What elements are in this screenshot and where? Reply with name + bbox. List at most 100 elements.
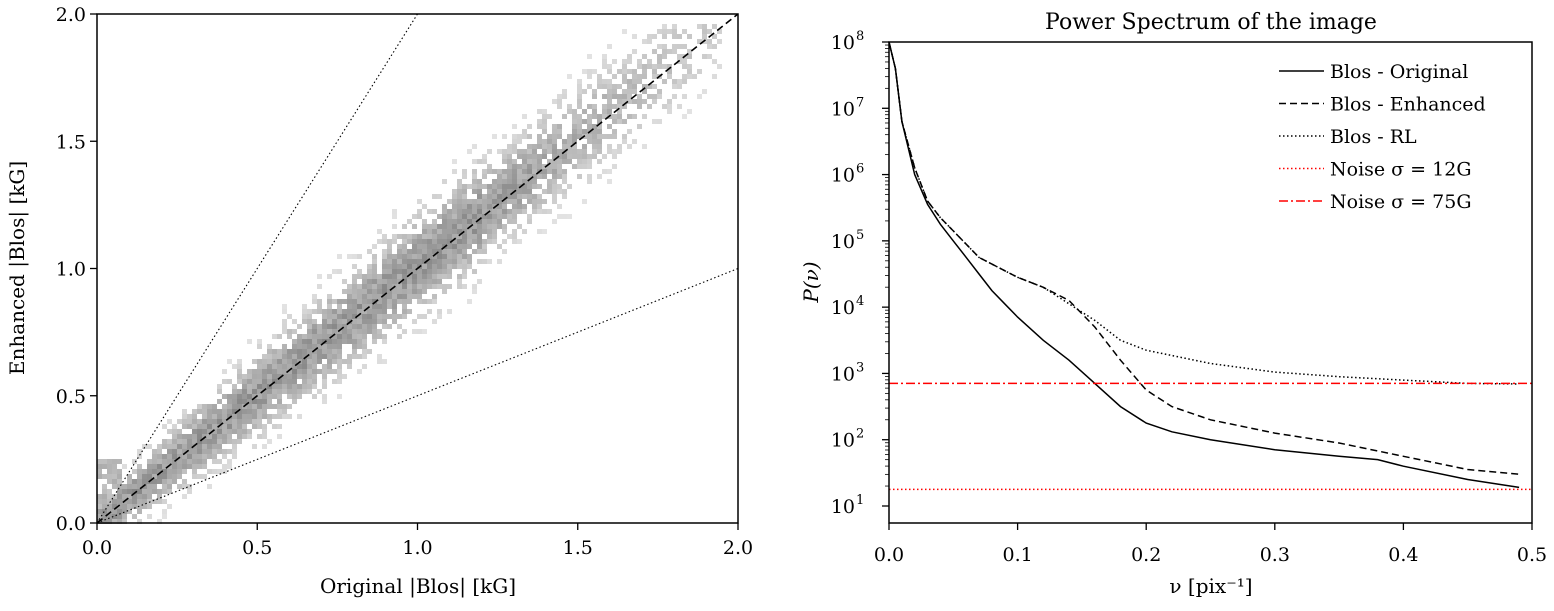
- density-cell: [197, 444, 202, 449]
- density-cell: [547, 149, 552, 154]
- density-cell: [587, 69, 592, 74]
- density-cell: [157, 499, 162, 504]
- density-cell: [167, 439, 172, 444]
- density-cell: [232, 409, 237, 414]
- density-cell: [407, 254, 412, 259]
- density-cell: [227, 394, 232, 399]
- density-cell: [352, 309, 357, 314]
- density-cell: [362, 289, 367, 294]
- density-cell: [207, 404, 212, 409]
- density-cell: [187, 424, 192, 429]
- density-cell: [477, 224, 482, 229]
- density-cell: [247, 419, 252, 424]
- density-cell: [502, 184, 507, 189]
- density-cell: [397, 314, 402, 319]
- density-cell: [287, 369, 292, 374]
- density-cell: [467, 199, 472, 204]
- density-cell: [262, 379, 267, 384]
- density-cell: [142, 504, 147, 509]
- density-cell: [127, 479, 132, 484]
- density-cell: [357, 299, 362, 304]
- density-cell: [532, 169, 537, 174]
- density-cell: [402, 304, 407, 309]
- density-cell: [582, 149, 587, 154]
- density-cell: [392, 264, 397, 269]
- density-cell: [447, 249, 452, 254]
- density-cell: [592, 144, 597, 149]
- density-cell: [572, 129, 577, 134]
- density-cell: [467, 234, 472, 239]
- density-cell: [257, 414, 262, 419]
- density-cell: [412, 214, 417, 219]
- density-cell: [482, 214, 487, 219]
- density-cell: [427, 239, 432, 244]
- density-cell: [427, 254, 432, 259]
- density-cell: [472, 204, 477, 209]
- density-cell: [497, 244, 502, 249]
- density-cell: [477, 189, 482, 194]
- density-cell: [552, 169, 557, 174]
- density-cell: [452, 209, 457, 214]
- density-cell: [382, 324, 387, 329]
- density-cell: [342, 374, 347, 379]
- density-cell: [147, 504, 152, 509]
- density-cell: [347, 309, 352, 314]
- density-cell: [647, 34, 652, 39]
- density-cell: [532, 199, 537, 204]
- density-cell: [182, 454, 187, 459]
- left-y-ticks: 0.00.51.01.52.0: [56, 4, 97, 535]
- density-cell: [182, 434, 187, 439]
- density-cell: [507, 194, 512, 199]
- density-cell: [197, 449, 202, 454]
- density-cell: [672, 44, 677, 49]
- density-cell: [512, 149, 517, 154]
- density-cell: [317, 339, 322, 344]
- density-cell: [197, 404, 202, 409]
- density-cell: [412, 254, 417, 259]
- density-cell: [427, 249, 432, 254]
- density-cell: [447, 209, 452, 214]
- density-cell: [102, 509, 107, 514]
- density-cell: [557, 154, 562, 159]
- density-cell: [632, 139, 637, 144]
- density-cell: [207, 429, 212, 434]
- density-cell: [337, 349, 342, 354]
- density-cell: [102, 504, 107, 509]
- density-cell: [412, 274, 417, 279]
- density-cell: [307, 369, 312, 374]
- density-cell: [252, 374, 257, 379]
- density-cell: [427, 259, 432, 264]
- density-cell: [152, 489, 157, 494]
- density-cell: [282, 304, 287, 309]
- density-cell: [322, 369, 327, 374]
- density-cell: [482, 249, 487, 254]
- density-cell: [697, 39, 702, 44]
- density-cell: [167, 474, 172, 479]
- density-cell: [462, 259, 467, 264]
- x-tick-label: 0.2: [1131, 544, 1161, 566]
- density-cell: [592, 104, 597, 109]
- density-cell: [497, 204, 502, 209]
- density-cell: [342, 279, 347, 284]
- density-cell: [462, 214, 467, 219]
- density-cell: [627, 129, 632, 134]
- density-cell: [177, 484, 182, 489]
- chart-title: Power Spectrum of the image: [1045, 10, 1377, 35]
- density-cell: [472, 289, 477, 294]
- density-cell: [527, 214, 532, 219]
- density-cell: [272, 384, 277, 389]
- density-cell: [547, 144, 552, 149]
- density-cell: [507, 169, 512, 174]
- density-cell: [102, 489, 107, 494]
- density-cell: [367, 304, 372, 309]
- density-cell: [642, 144, 647, 149]
- density-cell: [242, 434, 247, 439]
- density-cell: [217, 399, 222, 404]
- density-cell: [362, 314, 367, 319]
- density-cell: [272, 414, 277, 419]
- density-cell: [667, 69, 672, 74]
- density-cell: [467, 259, 472, 264]
- density-cell: [697, 69, 702, 74]
- density-cell: [277, 424, 282, 429]
- density-cell: [482, 159, 487, 164]
